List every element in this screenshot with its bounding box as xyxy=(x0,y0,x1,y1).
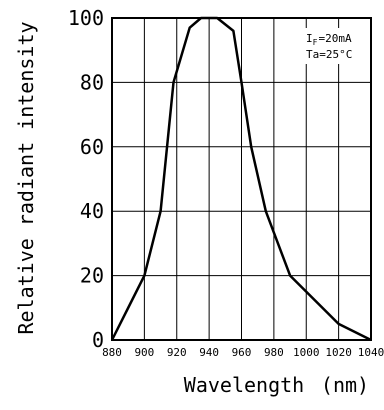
x-tick-label: 880 xyxy=(102,346,122,359)
x-tick-labels: 880 900 920 940 960 980 1000 1020 1040 xyxy=(102,346,384,359)
y-tick-label: 0 xyxy=(92,328,104,352)
ambient-temp-label: Ta=25°C xyxy=(306,48,352,61)
grid-lines xyxy=(112,18,371,340)
y-tick-label: 100 xyxy=(68,6,104,30)
x-tick-label: 1000 xyxy=(293,346,320,359)
y-tick-label: 40 xyxy=(80,199,104,223)
y-tick-label: 80 xyxy=(80,70,104,94)
forward-current-label: IF=20mA xyxy=(306,32,352,47)
y-tick-labels: 0 20 40 60 80 100 xyxy=(68,6,104,352)
plot-frame xyxy=(111,17,372,341)
x-tick-label: 960 xyxy=(232,346,252,359)
x-tick-label: 920 xyxy=(167,346,187,359)
series-line xyxy=(110,16,372,342)
x-tick-label: 940 xyxy=(199,346,219,359)
conditions-box xyxy=(300,28,368,64)
x-tick-label: 1040 xyxy=(358,346,384,359)
y-tick-label: 60 xyxy=(80,135,104,159)
y-tick-label: 20 xyxy=(80,264,104,288)
x-axis-label: Wavelength xyxy=(184,373,304,397)
y-axis-label: Relative radiant intensity xyxy=(14,21,38,334)
x-tick-label: 900 xyxy=(134,346,154,359)
x-tick-label: 1020 xyxy=(325,346,352,359)
x-axis-unit: (nm) xyxy=(321,373,369,397)
x-tick-label: 980 xyxy=(264,346,284,359)
